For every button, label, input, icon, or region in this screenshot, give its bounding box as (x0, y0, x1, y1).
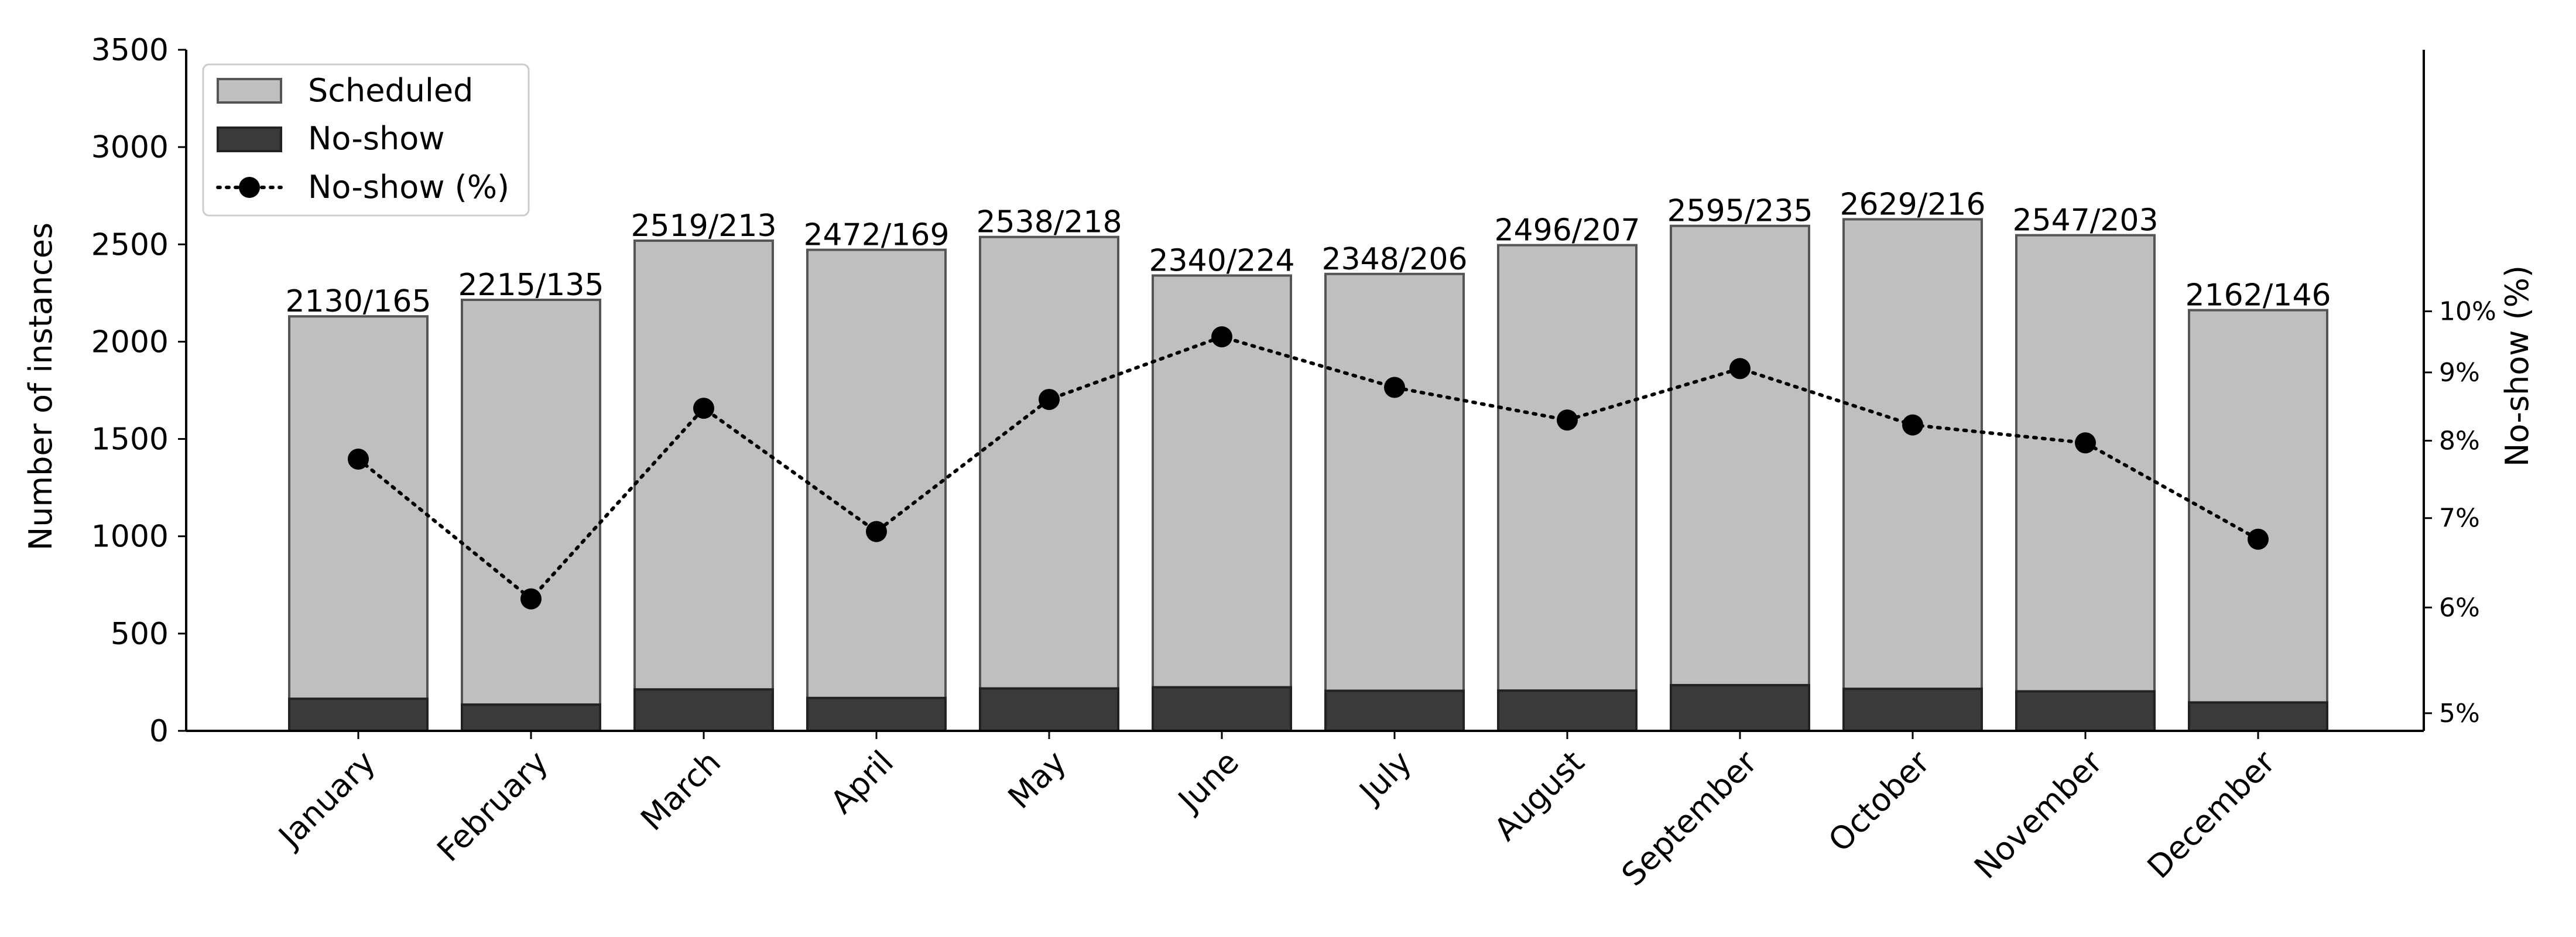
y-right-tick-label: 5% (2439, 699, 2480, 729)
y-left-tick-label: 2500 (91, 227, 169, 262)
no-show-percent-point (1902, 414, 1923, 436)
x-tick-label: November (1967, 743, 2110, 886)
bar-no-show (1152, 686, 1292, 732)
bar-labels-layer: 2130/165 2215/135 2519/213 2472/169 2538/218… (285, 187, 2331, 319)
y-axis-right-title: No-show (%) (2499, 265, 2536, 467)
y-left-tick-label: 500 (111, 617, 169, 652)
y-right-tick-label: 9% (2439, 358, 2480, 388)
bar-value-label: 2538/218 (976, 205, 1122, 240)
no-show-percent-point (1211, 326, 1232, 348)
y-left-tick-label: 0 (149, 714, 169, 749)
y-right-tick-label: 7% (2439, 504, 2480, 534)
y-left-tick-label: 3500 (91, 33, 169, 68)
bar-no-show (461, 703, 601, 733)
bar-no-show (1842, 688, 1983, 733)
bar-scheduled (461, 298, 601, 733)
bars-layer (288, 218, 2328, 733)
y-left-tick-label: 3000 (91, 130, 169, 165)
x-tick-label: March (633, 744, 728, 838)
bar-value-label: 2340/224 (1149, 243, 1294, 278)
x-tick-label: July (1351, 744, 1419, 811)
no-show-percent-point (693, 398, 714, 419)
legend-swatch-scheduled (217, 78, 282, 104)
bar-scheduled (288, 315, 429, 732)
bar-value-label: 2629/216 (1839, 187, 1985, 222)
bar-no-show (1497, 689, 1638, 732)
legend-label-no-show: No-show (308, 120, 444, 157)
no-show-percent-line (357, 334, 2260, 601)
bar-value-label: 2215/135 (458, 268, 604, 303)
y-right-tick-label: 8% (2439, 426, 2480, 456)
bar-scheduled (1497, 244, 1638, 732)
no-show-percent-point (1039, 389, 1060, 411)
bar-no-show (2015, 690, 2156, 733)
y-right-tick-label: 10% (2439, 297, 2496, 327)
no-show-percent-point (348, 448, 369, 470)
y-left-tick-label: 2000 (91, 324, 169, 360)
bar-no-show (979, 687, 1119, 733)
bar-scheduled (1670, 224, 1810, 732)
bar-scheduled (1324, 272, 1465, 732)
no-show-percent-point (2248, 528, 2269, 550)
no-show-percent-point (2075, 432, 2096, 454)
x-tick-label: April (823, 744, 900, 821)
no-show-percent-point (866, 521, 887, 542)
bar-value-label: 2162/146 (2185, 278, 2331, 313)
y-axis-left-title: Number of instances (22, 223, 59, 550)
bar-scheduled (806, 248, 947, 732)
bar-scheduled (1842, 218, 1983, 733)
x-tick-label: October (1821, 743, 1937, 859)
y-right-tick-label: 6% (2439, 593, 2480, 623)
no-show-percent-line-layer (348, 326, 2269, 610)
legend-label-scheduled: Scheduled (308, 72, 473, 109)
legend-swatch-no-show-percent-marker (239, 177, 260, 198)
x-tick-label: August (1487, 744, 1591, 848)
no-show-percent-point (1729, 358, 1751, 379)
bar-value-label: 2595/235 (1667, 194, 1813, 229)
bar-scheduled (633, 239, 774, 732)
x-tick-label: December (2140, 743, 2283, 885)
bar-no-show (288, 697, 429, 732)
bar-no-show (1670, 683, 1810, 732)
bar-value-label: 2547/203 (2012, 203, 2158, 238)
bar-value-label: 2496/207 (1494, 213, 1640, 248)
bar-no-show (1324, 689, 1465, 733)
y-left-tick-label: 1500 (91, 422, 169, 457)
no-show-percent-point (520, 588, 542, 610)
bar-value-label: 2130/165 (285, 284, 431, 319)
bar-scheduled (2015, 234, 2156, 732)
bar-no-show (633, 688, 774, 732)
x-tick-label: June (1170, 744, 1246, 820)
bar-value-label: 2348/206 (1321, 242, 1467, 277)
legend-label-no-show-percent: No-show (%) (308, 169, 509, 206)
x-tick-label: May (1001, 744, 1073, 816)
bar-no-show (806, 696, 947, 733)
legend-swatch-no-show (217, 126, 282, 152)
bar-value-label: 2472/169 (803, 218, 949, 253)
no-show-percent-point (1384, 377, 1405, 398)
legend-box (202, 63, 530, 217)
legend: Scheduled No-show No-show (%) (202, 63, 530, 217)
x-tick-label: September (1615, 743, 1765, 893)
bar-no-show (2188, 701, 2328, 733)
y-left-tick-label: 1000 (91, 519, 169, 555)
x-tick-label: February (430, 744, 555, 869)
bar-scheduled (979, 235, 1119, 732)
bar-scheduled (2188, 309, 2328, 732)
no-show-percent-point (1557, 409, 1578, 431)
x-tick-label: January (270, 744, 382, 856)
bar-value-label: 2519/213 (631, 208, 776, 244)
